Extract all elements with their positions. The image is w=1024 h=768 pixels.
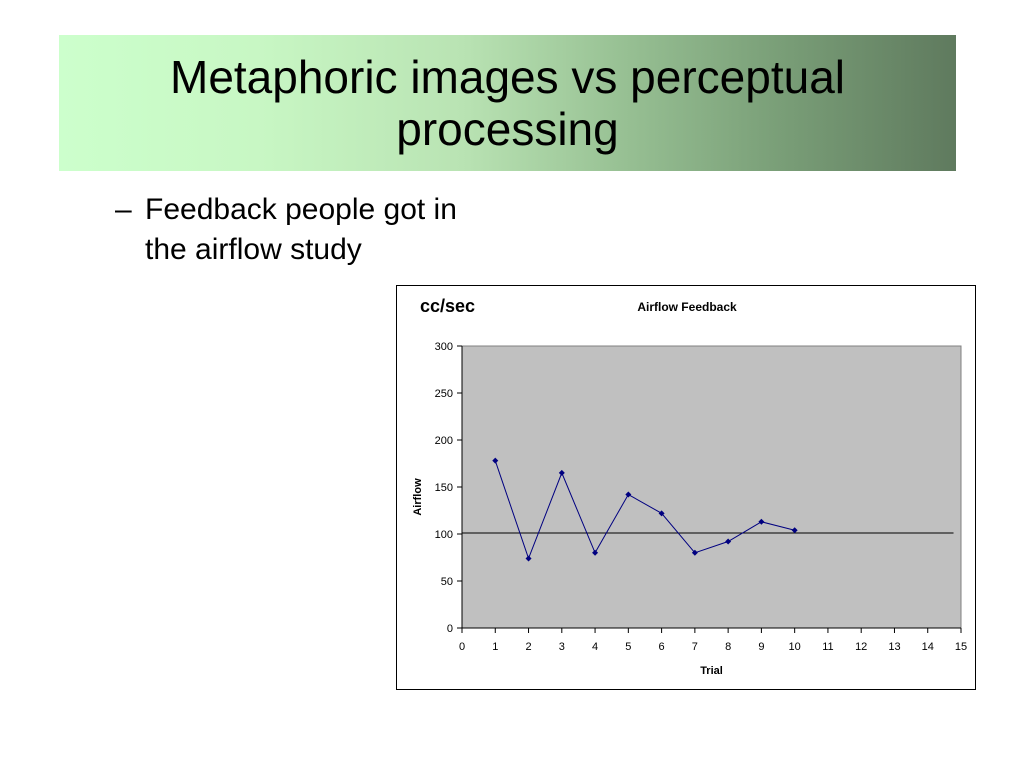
plot-area: [461, 345, 962, 629]
x-tick-label: 6: [659, 641, 665, 653]
data-point: [592, 549, 599, 556]
chart-title: Airflow Feedback: [637, 300, 737, 314]
airflow-chart: 0 1 2 3 4 5 6 7 8 9 10 11 12 13 14 15 05010015020025030…: [412, 300, 967, 677]
x-tick-label: 13: [888, 641, 900, 653]
series-line: [494, 460, 795, 560]
x-tick-label: 14: [922, 641, 934, 653]
y-tick-label: 150: [435, 482, 453, 494]
data-point: [691, 549, 698, 556]
y-tick-label: 250: [435, 388, 453, 400]
bullet-text: Feedback people got in the airflow study: [145, 193, 457, 266]
data-point: [658, 510, 665, 517]
y-tick-label: 300: [435, 341, 453, 353]
chart-unit-label: cc/sec: [420, 296, 476, 316]
chart-frame: cc/sec 0 1 2 3 4 5 6 7 8 9 10 11 12 13 14 15 0 50 100 150 2…: [396, 285, 976, 690]
x-tick-label: 5: [625, 641, 631, 653]
x-tick-label: 15: [955, 641, 967, 653]
data-point: [492, 457, 499, 464]
x-tick-label: 10: [789, 641, 801, 653]
data-point: [758, 518, 765, 525]
x-tick-label: 1: [492, 641, 498, 653]
x-tick-label: 2: [525, 641, 531, 653]
y-tick-label: 0: [447, 623, 453, 635]
y-tick-label: 200: [435, 435, 453, 447]
x-axis: 0 1 2 3 4 5 6 7 8 9 10 11 12 13 14 15: [459, 627, 967, 653]
title-banner: Metaphoric images vs perceptual processi…: [59, 35, 956, 171]
series-points: [492, 457, 798, 562]
data-point: [558, 469, 565, 476]
slide-title: Metaphoric images vs perceptual processi…: [170, 51, 845, 155]
x-tick-label: 11: [822, 641, 833, 653]
data-point: [525, 555, 532, 562]
x-tick-label: 0: [459, 641, 465, 653]
y-tick-label: 50: [441, 576, 453, 588]
x-tick-label: 9: [758, 641, 764, 653]
bullet-marker: –: [115, 193, 132, 226]
x-tick-label: 7: [692, 641, 698, 653]
data-point: [625, 491, 632, 498]
y-axis: 0 50 100 150 200 250 300: [435, 341, 463, 635]
x-tick-label: 12: [855, 641, 867, 653]
x-tick-label: 3: [559, 641, 565, 653]
x-tick-label: 4: [592, 641, 598, 653]
x-tick-label: 8: [725, 641, 731, 653]
data-point: [791, 527, 798, 534]
data-point: [725, 538, 732, 545]
y-axis-label: Airflow: [412, 478, 424, 516]
y-tick-label: 100: [435, 529, 453, 541]
bullet-item: – Feedback people got in the airflow stu…: [115, 190, 535, 270]
x-axis-label: Trial: [700, 665, 723, 677]
